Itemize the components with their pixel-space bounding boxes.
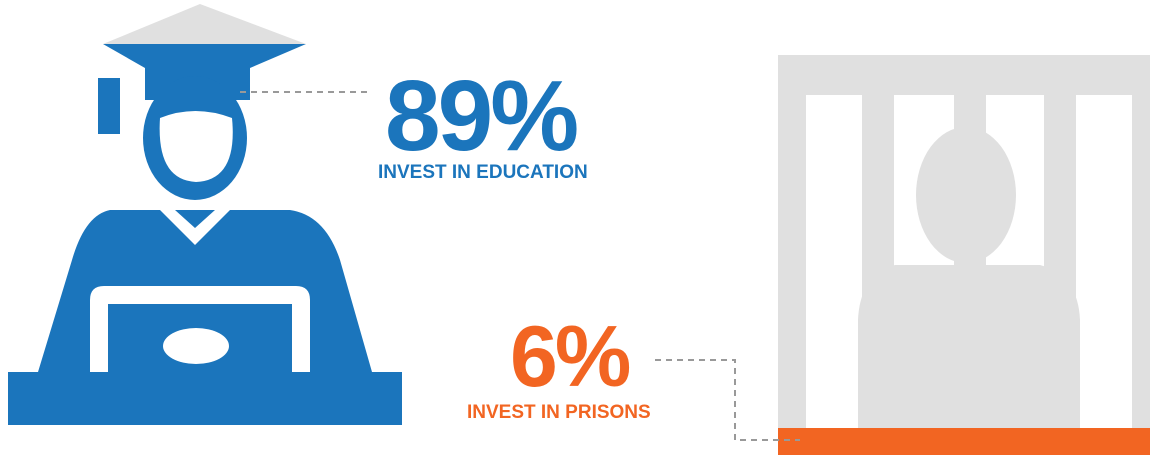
prison-icon bbox=[778, 55, 1150, 455]
graduate-icon bbox=[8, 4, 402, 425]
stat-label: INVEST IN PRISONS bbox=[467, 402, 651, 423]
stat-value: 6% bbox=[510, 309, 630, 405]
connector bbox=[655, 359, 800, 441]
stat-value: 89% bbox=[385, 60, 577, 172]
stat-label: INVEST IN EDUCATION bbox=[378, 162, 588, 183]
